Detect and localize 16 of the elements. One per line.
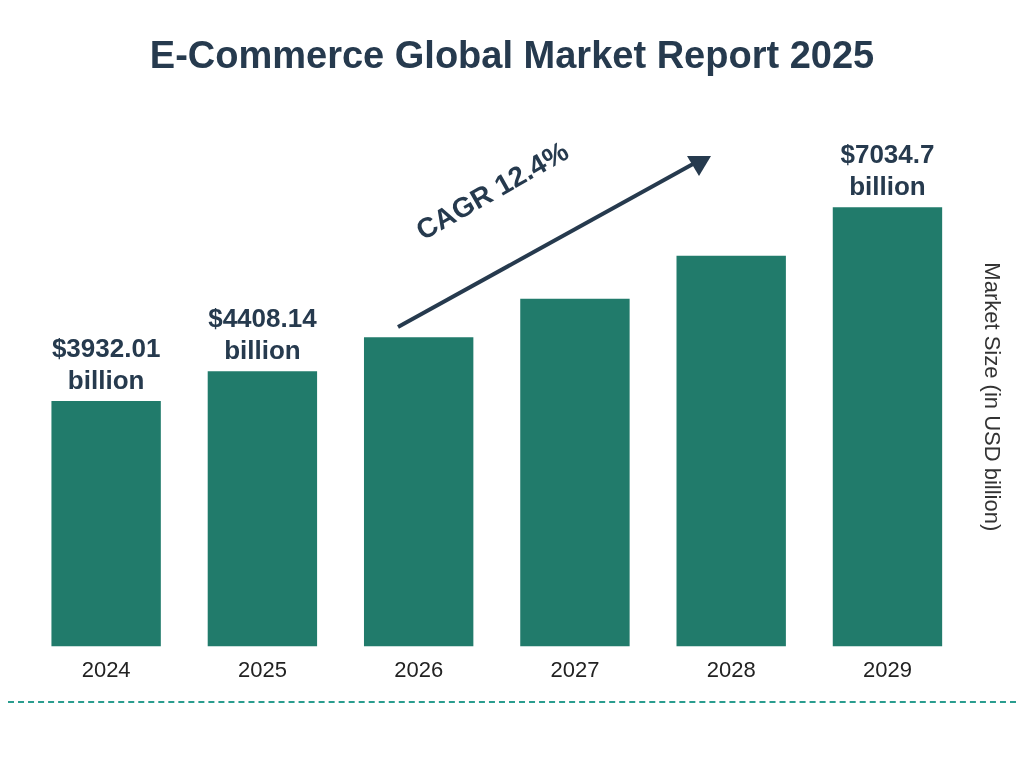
bar xyxy=(832,207,943,647)
data-label: $7034.7 billion xyxy=(840,139,935,202)
bar xyxy=(363,337,474,647)
bar xyxy=(51,401,161,647)
bar xyxy=(207,371,318,647)
x-tick-label: 2025 xyxy=(237,656,287,682)
x-tick-label: 2029 xyxy=(862,656,912,682)
chart-title: E-Commerce Global Market Report 2025 xyxy=(148,33,876,77)
x-tick-label: 2024 xyxy=(81,656,131,682)
x-tick-label: 2027 xyxy=(550,656,600,682)
data-label: $4408.14 billion xyxy=(208,303,318,366)
x-tick-label: 2026 xyxy=(394,656,444,682)
data-label: $3932.01 billion xyxy=(51,333,161,396)
x-tick-label: 2028 xyxy=(706,656,756,682)
bar xyxy=(676,255,786,647)
y-axis-title: Market Size (in USD billion) xyxy=(979,262,1005,532)
